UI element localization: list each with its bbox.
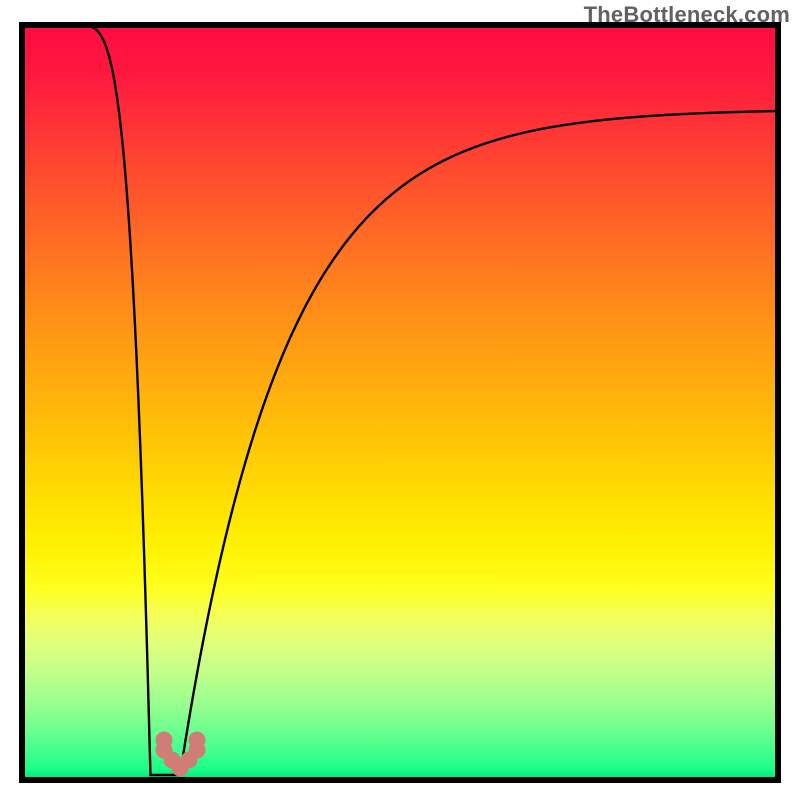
chart-container: TheBottleneck.com (0, 0, 800, 800)
watermark-text: TheBottleneck.com (584, 2, 790, 28)
marker-dot (189, 732, 205, 748)
bottleneck-chart (0, 0, 800, 800)
gradient-background (22, 25, 778, 780)
